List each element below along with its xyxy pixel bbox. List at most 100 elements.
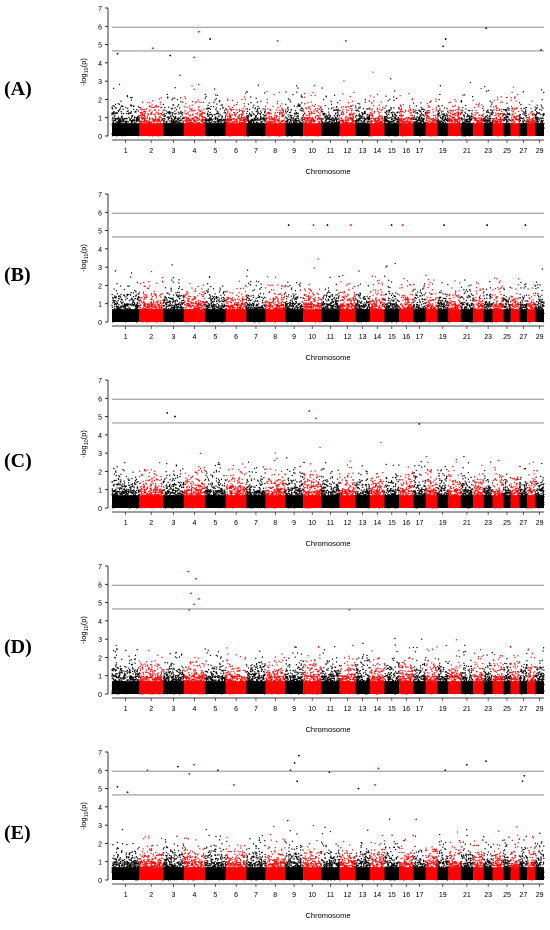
snp-point [364, 122, 366, 124]
snp-point [368, 114, 370, 116]
snp-point [137, 110, 139, 112]
snp-point [194, 121, 196, 123]
snp-point [227, 118, 229, 120]
snp-point [390, 118, 393, 121]
snp-point [438, 98, 440, 101]
snp-point [200, 101, 202, 104]
snp-point [211, 120, 213, 122]
snp-point [312, 120, 315, 122]
snp-point [468, 120, 470, 123]
y-axis-label: -log10(p) [79, 58, 90, 86]
snp-point [225, 119, 228, 121]
snp-point [112, 121, 114, 123]
snp-point [288, 121, 290, 123]
snp-point [151, 106, 153, 109]
snp-point [178, 113, 180, 115]
snp-point [149, 102, 151, 104]
snp-point [439, 93, 441, 96]
snp-point [130, 112, 132, 114]
snp-point [210, 105, 212, 108]
snp-point [222, 107, 224, 109]
snp-point [310, 111, 312, 113]
snp-point [131, 119, 133, 122]
snp-point [247, 117, 250, 119]
snp-point [261, 120, 263, 123]
snp-point [465, 118, 468, 120]
snp-point [425, 113, 427, 115]
snp-point [357, 119, 360, 121]
snp-point [138, 106, 141, 109]
snp-point [164, 118, 166, 120]
snp-point [115, 120, 117, 122]
snp-point [381, 108, 384, 111]
snp-point [377, 120, 380, 122]
snp-point [422, 117, 424, 120]
snp-point [143, 118, 146, 120]
snp-point [182, 117, 184, 119]
snp-point [117, 110, 119, 112]
snp-point [243, 118, 245, 120]
snp-point [441, 119, 443, 121]
snp-point [122, 120, 125, 122]
snp-point [215, 113, 217, 115]
snp-point [307, 117, 309, 119]
snp-point [177, 118, 180, 120]
snp-point [432, 108, 434, 110]
snp-point [218, 120, 220, 122]
snp-point [131, 122, 133, 124]
snp-point [254, 115, 257, 117]
snp-point [358, 120, 360, 122]
snp-point [375, 120, 378, 122]
snp-point [181, 114, 184, 116]
snp-point [313, 110, 315, 112]
snp-point [226, 108, 228, 111]
snp-point [175, 120, 177, 122]
snp-point [352, 115, 354, 117]
snp-point [133, 116, 136, 118]
snp-point [436, 121, 438, 123]
snp-point [206, 113, 209, 116]
snp-point [451, 114, 453, 116]
snp-point [341, 111, 343, 114]
snp-point [387, 121, 389, 123]
snp-point [384, 107, 386, 109]
snp-point [112, 111, 114, 113]
snp-point [375, 122, 377, 124]
snp-point [343, 119, 345, 121]
snp-point [422, 121, 425, 123]
snp-point [238, 108, 241, 111]
snp-point [308, 110, 310, 113]
snp-point [316, 114, 318, 117]
snp-point [149, 118, 151, 120]
snp-point [188, 119, 191, 121]
snp-point [431, 118, 433, 120]
snp-point [178, 104, 180, 106]
snp-point [143, 114, 145, 117]
snp-point [111, 112, 113, 115]
snp-point [415, 119, 417, 121]
snp-point [351, 108, 353, 110]
snp-point [459, 118, 461, 120]
snp-point [232, 118, 234, 120]
snp-point [272, 105, 274, 107]
snp-point [130, 111, 132, 113]
snp-point [358, 113, 360, 115]
snp-point [118, 121, 120, 123]
snp-point [398, 112, 401, 114]
snp-point [180, 112, 182, 114]
snp-point [219, 114, 221, 116]
snp-point [250, 96, 252, 98]
snp-point [264, 114, 267, 117]
snp-point [384, 120, 387, 123]
snp-point [451, 119, 453, 121]
snp-point [393, 96, 395, 98]
snp-point [236, 120, 238, 122]
snp-point [127, 110, 129, 112]
snp-point [175, 117, 177, 119]
snp-point [454, 112, 456, 115]
snp-point [167, 111, 169, 113]
snp-point [449, 122, 451, 124]
snp-point [248, 108, 251, 110]
snp-point [377, 116, 379, 118]
snp-point [159, 121, 161, 123]
